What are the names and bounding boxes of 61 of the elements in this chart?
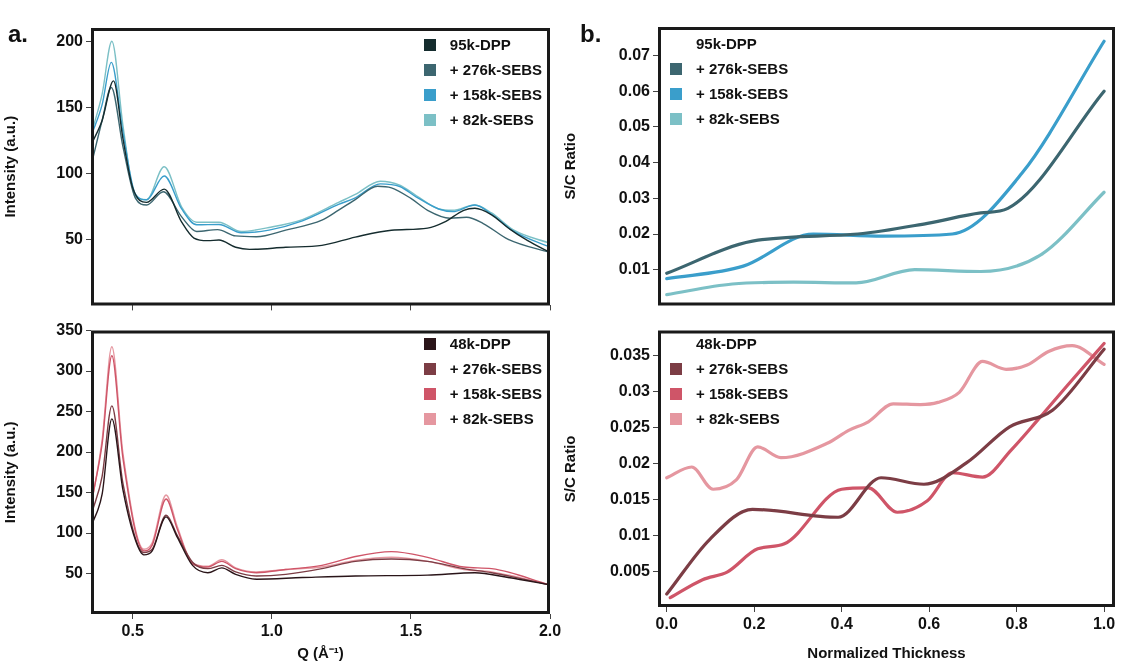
- x-axis-title: Q (Å⁻¹): [297, 644, 344, 662]
- y-tick-label: 0.02: [618, 453, 651, 471]
- legend-label: + 276k-SEBS: [696, 359, 789, 379]
- x-tick-label: 0.4: [830, 615, 853, 633]
- text: a.: [8, 20, 29, 48]
- legend-label: 48k-DPP: [449, 334, 511, 354]
- legend-label: + 82k-SEBS: [449, 409, 534, 429]
- y-tick-label: 50: [65, 229, 84, 247]
- y-tick-label: 200: [56, 442, 84, 460]
- y-axis-title: Intensity (a.u.): [1, 421, 19, 524]
- y-tick-label: 150: [56, 97, 84, 115]
- y-tick-label: 0.01: [618, 525, 651, 543]
- x-axis-title: Normalized Thickness: [807, 644, 966, 662]
- y-tick-label: 100: [56, 163, 84, 181]
- y-tick-label: 200: [56, 31, 84, 49]
- legend-label: + 158k-SEBS: [449, 384, 542, 404]
- legend-label: 95k-DPP: [449, 35, 511, 55]
- legend-label: + 276k-SEBS: [696, 59, 789, 79]
- y-tick-label: 0.04: [618, 153, 651, 171]
- line-series: [665, 89, 1106, 275]
- x-tick-label: 0.0: [655, 615, 678, 633]
- legend-label: + 276k-SEBS: [449, 60, 542, 80]
- legend-label: + 158k-SEBS: [696, 84, 789, 104]
- text: b.: [580, 20, 602, 48]
- line-series: [665, 190, 1106, 297]
- legend-title: 95k-DPP: [695, 34, 758, 54]
- y-tick-label: 50: [65, 563, 84, 581]
- y-tick-label: 300: [56, 361, 84, 379]
- x-tick-label: 2.0: [538, 622, 562, 640]
- legend-title: 48k-DPP: [695, 334, 758, 354]
- x-tick-label: 1.5: [399, 622, 423, 640]
- y-tick-label: 250: [56, 401, 84, 419]
- y-tick-label: 0.03: [618, 382, 651, 400]
- y-tick-label: 0.015: [609, 489, 651, 507]
- y-tick-label: 0.025: [609, 417, 651, 435]
- y-tick-label: 0.02: [618, 224, 651, 242]
- y-tick-label: 0.005: [609, 561, 651, 579]
- x-tick-label: 0.5: [121, 622, 144, 640]
- legend-label: + 158k-SEBS: [696, 384, 789, 404]
- y-tick-label: 350: [56, 321, 84, 339]
- y-tick-label: 0.035: [609, 346, 651, 364]
- x-tick-label: 0.8: [1005, 615, 1028, 633]
- x-tick-label: 0.2: [743, 615, 766, 633]
- legend-label: + 82k-SEBS: [696, 409, 780, 429]
- y-axis-title: S/C Ratio: [561, 132, 579, 200]
- legend-label: + 82k-SEBS: [696, 109, 780, 129]
- legend-label: + 158k-SEBS: [449, 85, 542, 105]
- y-axis-title: S/C Ratio: [561, 435, 579, 503]
- y-tick-label: 0.06: [618, 81, 651, 99]
- y-tick-label: 100: [56, 523, 84, 541]
- x-tick-label: 1.0: [1092, 615, 1116, 633]
- y-tick-label: 150: [56, 482, 84, 500]
- x-tick-label: 0.6: [918, 615, 941, 633]
- x-tick-label: 1.0: [260, 622, 284, 640]
- y-axis-title: Intensity (a.u.): [1, 115, 19, 218]
- y-tick-label: 0.03: [618, 188, 651, 206]
- y-tick-label: 0.07: [618, 45, 651, 63]
- y-tick-label: 0.05: [618, 117, 651, 135]
- y-tick-label: 0.01: [618, 260, 651, 278]
- legend-label: + 82k-SEBS: [449, 110, 534, 130]
- legend-label: + 276k-SEBS: [449, 359, 542, 379]
